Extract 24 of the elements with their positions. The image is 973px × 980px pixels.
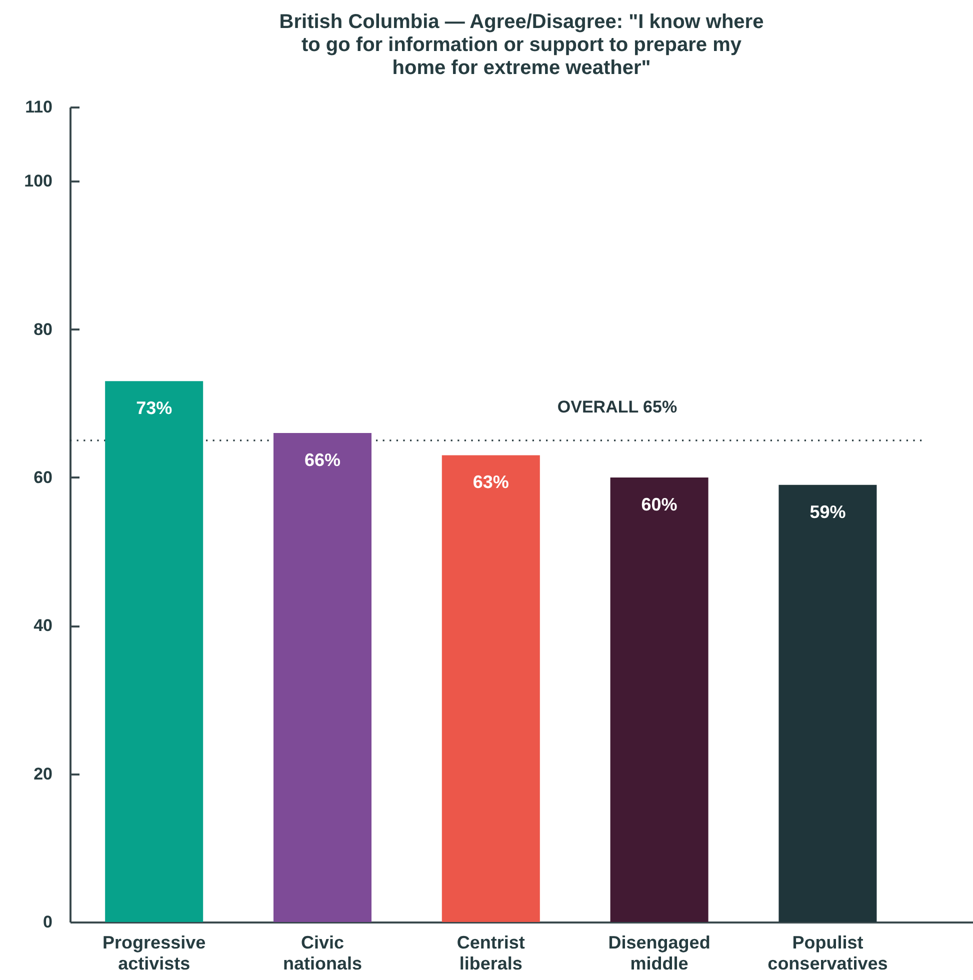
bar xyxy=(778,484,877,922)
y-tick-label: 110 xyxy=(25,98,52,116)
data-label: 73% xyxy=(136,398,172,418)
data-label: 63% xyxy=(472,472,509,492)
y-tick-label: 40 xyxy=(34,616,52,636)
bar xyxy=(273,433,372,922)
chart-title: British Columbia — Agree/Disagree: "I know where to go for information or support to prepare my home for extreme weather" xyxy=(279,11,764,79)
y-tick-label: 20 xyxy=(34,764,52,784)
y-tick-label: 0 xyxy=(43,912,52,932)
data-label: 59% xyxy=(810,502,846,522)
bar xyxy=(610,477,708,922)
x-tick-label: Centrist liberals xyxy=(456,932,525,974)
data-label: 60% xyxy=(641,494,678,514)
bar xyxy=(442,455,540,922)
bar xyxy=(105,381,204,922)
y-tick-label: 80 xyxy=(34,320,52,339)
x-tick-label: Civic nationals xyxy=(282,932,362,974)
y-tick-label: 100 xyxy=(24,172,52,191)
x-tick-label: Populist conservatives xyxy=(768,932,888,974)
data-label: 66% xyxy=(304,450,340,470)
x-tick-label: Progressive activists xyxy=(102,932,206,974)
x-tick-label: Disengaged middle xyxy=(608,932,710,974)
y-tick-label: 60 xyxy=(34,468,52,487)
ref-line-label: OVERALL 65% xyxy=(557,397,678,416)
